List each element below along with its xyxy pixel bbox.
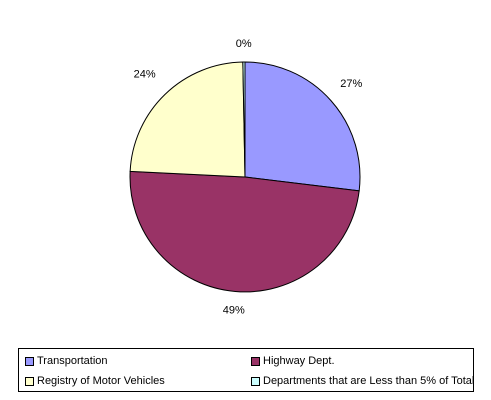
pie-slice-small-departments (242, 61, 246, 178)
legend-item-transportation: Transportation (25, 354, 108, 368)
pie-slice-highway-dept (129, 170, 360, 293)
pie-slice-registry (129, 61, 246, 178)
chart-legend: Transportation Highway Dept. Registry of… (18, 348, 474, 392)
legend-label-small-departments: Departments that are Less than 5% of Tot… (263, 375, 475, 387)
pie-label-registry: 24% (134, 69, 156, 81)
pie-slice-transportation (244, 61, 361, 192)
pie-label-transportation: 27% (340, 78, 362, 90)
legend-swatch-small-departments (251, 376, 260, 386)
pie-chart: 27% 49% 24% 0% (129, 38, 363, 317)
pie-label-small-departments: 0% (236, 38, 252, 50)
pie-labels: 27% 49% 24% 0% (134, 38, 363, 317)
legend-swatch-registry (25, 376, 34, 386)
legend-label-registry: Registry of Motor Vehicles (37, 375, 165, 387)
legend-label-transportation: Transportation (37, 355, 108, 367)
pie-label-highway-dept: 49% (223, 305, 245, 317)
legend-item-highway-dept: Highway Dept. (251, 354, 335, 368)
legend-swatch-highway-dept (251, 356, 260, 366)
legend-item-registry: Registry of Motor Vehicles (25, 374, 165, 388)
legend-label-highway-dept: Highway Dept. (263, 355, 335, 367)
legend-swatch-transportation (25, 356, 34, 366)
legend-item-small-departments: Departments that are Less than 5% of Tot… (251, 374, 474, 388)
pie-slices (129, 61, 361, 293)
